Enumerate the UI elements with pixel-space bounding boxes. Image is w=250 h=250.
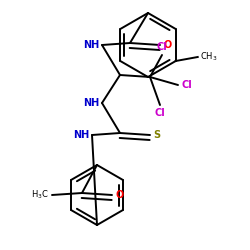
Text: Cl: Cl bbox=[154, 108, 166, 118]
Text: NH: NH bbox=[83, 40, 99, 50]
Text: H$_3$C: H$_3$C bbox=[31, 189, 49, 201]
Text: O: O bbox=[115, 190, 123, 200]
Text: CH$_3$: CH$_3$ bbox=[200, 51, 217, 63]
Text: NH: NH bbox=[83, 98, 99, 108]
Text: NH: NH bbox=[73, 130, 89, 140]
Text: Cl: Cl bbox=[156, 42, 168, 52]
Text: Cl: Cl bbox=[181, 80, 192, 90]
Text: O: O bbox=[163, 40, 171, 50]
Text: S: S bbox=[153, 130, 160, 140]
